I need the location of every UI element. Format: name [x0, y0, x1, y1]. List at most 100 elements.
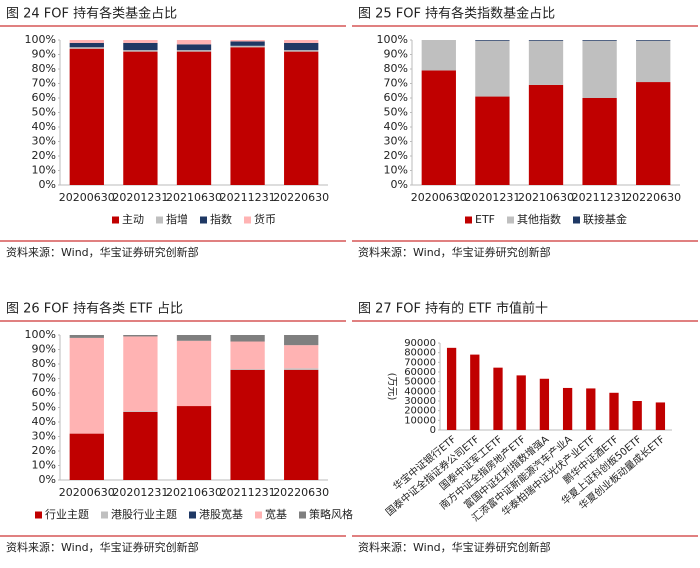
bar-segment: [475, 96, 510, 185]
y-tick-label: 10%: [384, 164, 408, 177]
bar-segment: [421, 70, 456, 185]
bar-segment: [69, 40, 104, 43]
y-tick-label: 30000: [404, 396, 436, 407]
bar-segment: [582, 40, 617, 41]
y-tick-label: 90%: [32, 343, 56, 356]
y-tick-label: 40%: [384, 120, 408, 133]
y-tick-label: 70000: [404, 357, 436, 368]
bar: [493, 367, 503, 430]
bar-segment: [176, 50, 212, 52]
bar-segment: [230, 45, 265, 48]
bar-segment: [475, 40, 510, 41]
y-tick-label: 0: [430, 425, 436, 436]
bar-segment: [69, 47, 104, 49]
bar-segment: [528, 40, 564, 41]
y-tick-label: 10%: [32, 164, 56, 177]
y-tick-label: 30%: [384, 135, 408, 148]
source-note: 资料来源：Wind，华宝证券研究创新部: [6, 540, 199, 554]
legend-label: 港股行业主题: [111, 508, 177, 521]
legend-label: 其他指数: [517, 212, 561, 226]
y-tick-label: 90%: [384, 48, 408, 61]
chart-title: 图 26 FOF 持有各类 ETF 占比: [6, 301, 183, 317]
source-note: 资料来源：Wind，华宝证券研究创新部: [6, 245, 199, 259]
x-tick-label: 20210630: [166, 191, 222, 204]
bar-segment: [69, 335, 104, 338]
legend-swatch: [255, 511, 262, 519]
y-axis-title: (万元): [386, 373, 397, 401]
bar-segment: [230, 41, 265, 46]
bar-segment: [284, 369, 319, 480]
y-tick-label: 20000: [404, 406, 436, 417]
bar-segment: [230, 40, 265, 42]
y-tick-label: 40000: [404, 386, 436, 397]
bar-segment: [636, 82, 671, 185]
bar-segment: [582, 98, 617, 185]
y-tick-label: 100%: [25, 328, 56, 341]
bar-segment: [123, 51, 158, 185]
bar-segment: [176, 406, 212, 480]
legend-swatch: [573, 216, 580, 224]
x-tick-label: 20211231: [572, 191, 628, 204]
bar: [516, 375, 526, 430]
y-tick-label: 80%: [32, 357, 56, 370]
bar: [470, 354, 480, 430]
x-tick-label: 20200630: [59, 486, 115, 499]
chart-title: 图 25 FOF 持有各类指数基金占比: [358, 6, 555, 22]
bar-segment: [69, 48, 104, 186]
x-tick-label: 20220630: [273, 486, 329, 499]
legend-label: 行业主题: [45, 508, 89, 521]
bar-segment: [123, 50, 158, 52]
bar-segment: [284, 40, 319, 43]
y-tick-label: 40%: [32, 415, 56, 428]
legend: 行业主题 港股行业主题 港股宽基 宽基 策略风格: [35, 507, 353, 521]
y-tick-label: 30%: [32, 430, 56, 443]
x-tick-label: 20201231: [112, 191, 168, 204]
x-tick-label: 20200630: [411, 191, 467, 204]
y-tick-label: 30%: [32, 135, 56, 148]
bar-segment: [475, 40, 510, 97]
y-tick-label: 40%: [32, 120, 56, 133]
legend-label: 港股宽基: [199, 507, 243, 521]
y-tick-label: 80%: [32, 62, 56, 75]
bar-segment: [636, 40, 671, 41]
y-tick-label: 70%: [32, 372, 56, 385]
x-tick-label: 20200630: [59, 191, 115, 204]
bar: [609, 392, 619, 430]
bar-segment: [230, 369, 265, 370]
y-tick-label: 0%: [391, 178, 408, 191]
bar: [562, 387, 573, 430]
legend: ETF 其他指数 联接基金: [465, 212, 627, 226]
bar-segment: [123, 40, 158, 43]
y-tick-label: 50%: [32, 106, 56, 119]
legend-label: 主动: [122, 213, 144, 226]
bar-segment: [528, 84, 564, 185]
bar-segment: [284, 42, 319, 51]
source-note: 资料来源：Wind，华宝证券研究创新部: [358, 540, 551, 554]
bar-segment: [230, 47, 265, 185]
bar-segment: [69, 42, 104, 48]
bar-segment: [123, 411, 158, 412]
legend-swatch: [112, 216, 119, 224]
bar-segment: [230, 369, 265, 480]
y-tick-label: 90000: [404, 338, 436, 349]
legend-label: 宽基: [265, 507, 287, 521]
legend-label: 策略风格: [309, 507, 353, 521]
bar-segment: [176, 44, 212, 51]
bar-segment: [176, 335, 212, 341]
y-tick-label: 60000: [404, 367, 436, 378]
legend-swatch: [244, 216, 251, 224]
bar-segment: [176, 40, 212, 45]
bar-segment: [636, 40, 671, 83]
y-tick-label: 100%: [25, 33, 56, 46]
legend-swatch: [200, 216, 207, 224]
y-tick-label: 50%: [384, 106, 408, 119]
legend-swatch: [189, 511, 196, 519]
y-tick-label: 10%: [32, 459, 56, 472]
legend-swatch: [299, 511, 306, 519]
x-tick-label: 20210630: [166, 486, 222, 499]
legend-label: ETF: [475, 213, 495, 226]
y-tick-label: 20%: [384, 149, 408, 162]
y-tick-label: 60%: [32, 91, 56, 104]
legend-label: 指增: [166, 212, 188, 226]
